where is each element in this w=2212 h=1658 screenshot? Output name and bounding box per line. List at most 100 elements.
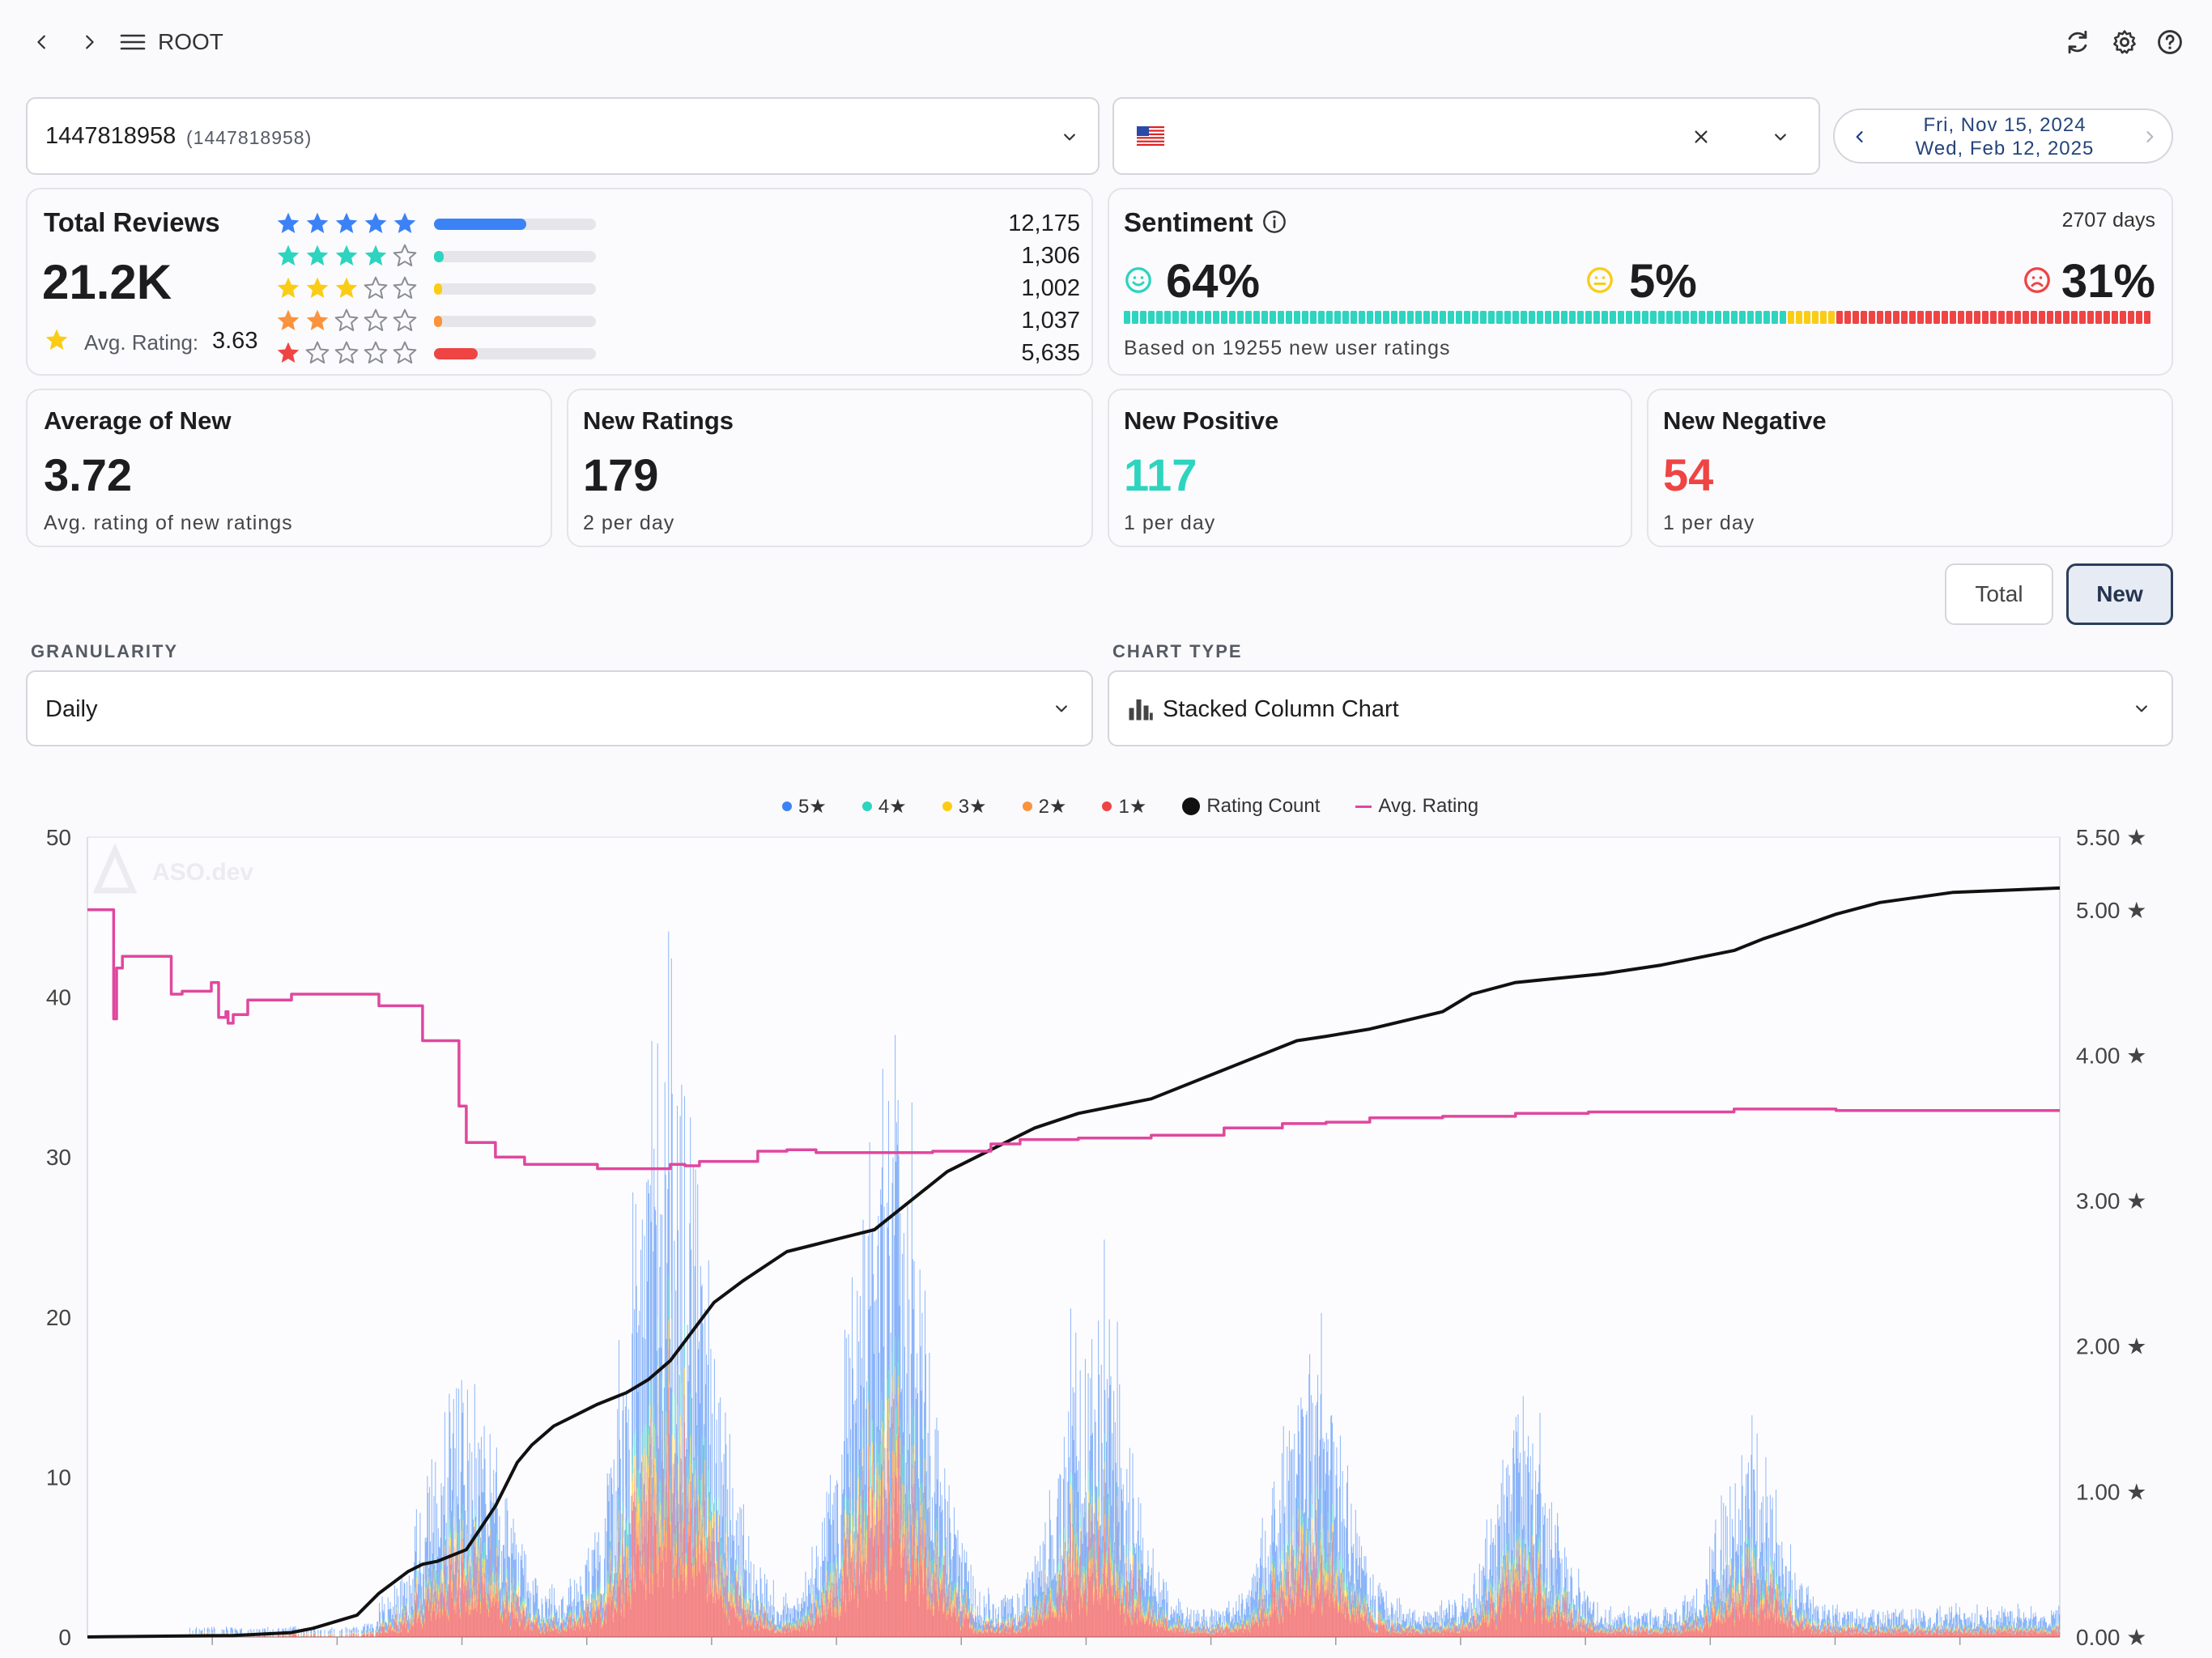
column-segment (769, 1629, 771, 1631)
column-segment (947, 1614, 949, 1637)
legend-3-star[interactable]: 3★ (942, 790, 987, 823)
app-select[interactable]: 1447818958 (1447818958) (26, 97, 1100, 175)
column-segment (390, 1609, 392, 1622)
column-segment (395, 1605, 397, 1618)
column-segment (929, 1572, 931, 1592)
column-segment (936, 1418, 938, 1519)
column-segment (253, 1631, 255, 1633)
column-segment (459, 1618, 461, 1637)
chevron-down-icon[interactable] (1767, 123, 1794, 151)
kpi-sub: 1 per day (1663, 512, 1755, 534)
clear-icon[interactable] (1687, 123, 1715, 151)
column-segment (728, 1537, 730, 1580)
column-segment (698, 1507, 700, 1532)
column-segment (623, 1603, 625, 1610)
column-segment (424, 1579, 426, 1588)
column-segment (787, 1627, 789, 1637)
column-segment (626, 1554, 627, 1578)
column-segment (581, 1620, 583, 1623)
column-segment (759, 1605, 761, 1611)
legend-1-star[interactable]: 1★ (1102, 790, 1146, 823)
column-segment (427, 1575, 428, 1585)
breadcrumb-root[interactable]: ROOT (158, 29, 223, 54)
column-segment (516, 1594, 517, 1601)
legend-2-star[interactable]: 2★ (1022, 790, 1066, 823)
legend-4-star[interactable]: 4★ (861, 790, 907, 823)
column-segment (549, 1620, 551, 1622)
column-segment (579, 1629, 581, 1637)
legend-dot (1182, 797, 1201, 815)
column-segment (566, 1631, 568, 1637)
legend-rating-count[interactable]: Rating Count (1182, 790, 1320, 823)
date-range-picker[interactable]: Fri, Nov 15, 2024 Wed, Feb 12, 2025 (1833, 108, 2173, 164)
column-segment (815, 1605, 817, 1609)
chevron-left-icon[interactable] (1846, 123, 1874, 151)
column-segment (514, 1532, 516, 1590)
back-icon[interactable] (28, 28, 57, 57)
column-segment (649, 1426, 650, 1558)
column-segment (817, 1601, 819, 1608)
column-segment (958, 1613, 959, 1616)
column-segment (649, 1443, 651, 1637)
column-segment (867, 1235, 869, 1380)
column-segment (472, 1500, 474, 1567)
info-icon[interactable] (1261, 209, 1287, 235)
chevron-down-icon[interactable] (1056, 123, 1083, 151)
gear-icon[interactable] (2108, 26, 2141, 58)
column-segment (820, 1615, 822, 1637)
column-segment (944, 1540, 946, 1550)
column-segment (672, 1589, 674, 1599)
help-icon[interactable] (2154, 26, 2186, 58)
column-segment (564, 1622, 566, 1629)
column-segment (916, 1538, 917, 1558)
column-segment (948, 1575, 950, 1583)
column-segment (754, 1630, 755, 1631)
column-segment (591, 1599, 593, 1603)
column-segment (840, 1591, 842, 1599)
column-segment (607, 1584, 609, 1595)
column-segment (853, 1404, 854, 1512)
column-segment (893, 1527, 895, 1541)
column-segment (376, 1630, 378, 1631)
sentiment-segment (1602, 311, 1608, 324)
toggle-new-button[interactable]: New (2066, 563, 2173, 625)
column-segment (764, 1629, 766, 1637)
column-segment (741, 1584, 742, 1592)
chevron-down-icon[interactable] (1048, 695, 1075, 722)
chart-type-select[interactable]: Stacked Column Chart (1108, 670, 2173, 746)
column-segment (859, 1562, 861, 1637)
legend-5-star[interactable]: 5★ (781, 790, 827, 823)
toggle-total-button[interactable]: Total (1945, 563, 2053, 625)
column-segment (803, 1622, 805, 1637)
column-segment (803, 1620, 805, 1623)
column-segment (946, 1614, 948, 1621)
column-segment (927, 1567, 929, 1579)
column-segment (501, 1612, 503, 1637)
column-segment (789, 1621, 790, 1624)
column-segment (330, 1635, 331, 1637)
refresh-icon[interactable] (2061, 26, 2094, 58)
column-segment (691, 1571, 693, 1579)
country-select[interactable] (1112, 97, 1820, 175)
column-segment (654, 1206, 656, 1424)
column-segment (652, 1573, 653, 1584)
column-segment (859, 1524, 861, 1545)
forward-icon[interactable] (74, 28, 104, 57)
column-segment (548, 1614, 550, 1618)
column-segment (522, 1602, 524, 1606)
sentiment-segment (1197, 311, 1203, 324)
menu-icon[interactable] (118, 28, 147, 57)
column-segment (811, 1588, 813, 1595)
chevron-down-icon[interactable] (2128, 695, 2155, 722)
column-segment (718, 1542, 720, 1637)
column-segment (904, 1494, 906, 1576)
legend-avg-rating[interactable]: Avg. Rating (1355, 790, 1478, 823)
column-segment (763, 1613, 764, 1626)
column-segment (432, 1611, 433, 1637)
chevron-right-icon[interactable] (2136, 123, 2163, 151)
column-segment (790, 1622, 792, 1626)
column-segment (889, 1548, 891, 1562)
granularity-select[interactable]: Daily (26, 670, 1093, 746)
column-segment (761, 1603, 763, 1619)
column-segment (973, 1633, 975, 1637)
